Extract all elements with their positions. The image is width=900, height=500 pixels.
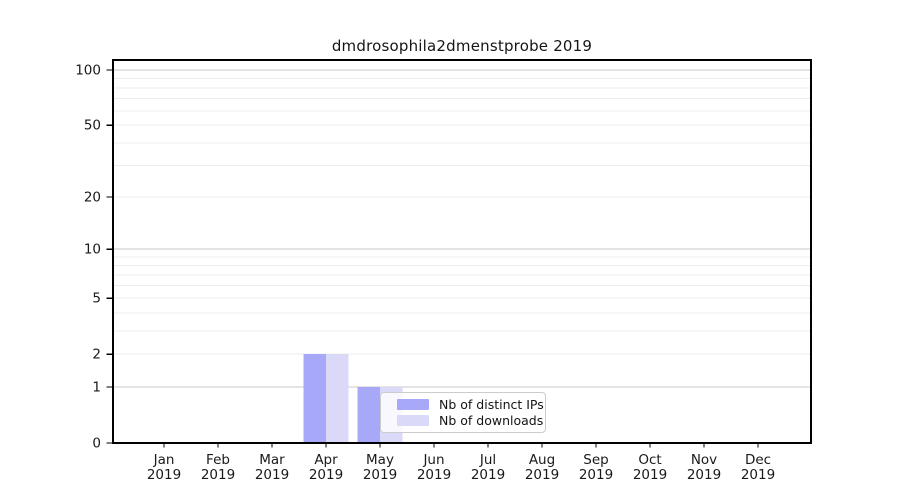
legend-label-series0: Nb of distinct IPs [439, 397, 544, 413]
legend-label-series1: Nb of downloads [439, 412, 544, 428]
bar-apr-series1 [326, 354, 349, 443]
y-tick-label: 100 [75, 63, 101, 79]
x-tick-label: Feb 2019 [201, 452, 235, 483]
x-tick-label: Mar 2019 [255, 452, 289, 483]
bar-may-series0 [357, 386, 380, 443]
legend-item-series1: Nb of downloads [397, 413, 543, 428]
x-tick-label: May 2019 [363, 452, 397, 483]
plot-border [112, 59, 812, 444]
legend-swatch-series0 [397, 399, 429, 411]
legend: Nb of distinct IPs Nb of downloads [380, 392, 546, 433]
y-tick-label: 2 [92, 347, 101, 363]
y-tick-label: 10 [84, 242, 101, 258]
y-tick-label: 1 [92, 379, 101, 395]
x-tick-label: Sep 2019 [579, 452, 613, 483]
y-tick-label: 50 [84, 118, 101, 134]
x-tick-label: Dec 2019 [741, 452, 775, 483]
x-tick-label: Aug 2019 [525, 452, 559, 483]
x-tick-label: Jun 2019 [417, 452, 451, 483]
x-tick-label: Nov 2019 [687, 452, 721, 483]
y-tick-label: 20 [84, 189, 101, 205]
y-tick-label: 0 [92, 436, 101, 452]
chart-title: dmdrosophila2dmenstprobe 2019 [331, 37, 593, 55]
y-tick-label: 5 [92, 291, 101, 307]
x-tick-label: Apr 2019 [309, 452, 343, 483]
x-tick-label: Oct 2019 [633, 452, 667, 483]
x-tick-label: Jan 2019 [147, 452, 181, 483]
x-tick-label: Jul 2019 [471, 452, 505, 483]
legend-item-series0: Nb of distinct IPs [397, 397, 544, 412]
legend-swatch-series1 [397, 414, 429, 426]
bar-apr-series0 [303, 354, 326, 443]
